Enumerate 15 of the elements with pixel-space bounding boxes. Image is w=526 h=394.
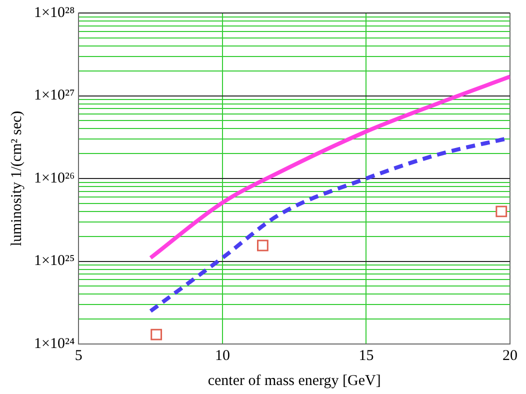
y-tick-label: 1×10²⁴ — [34, 336, 75, 352]
x-axis-title: center of mass energy [GeV] — [208, 372, 381, 389]
y-axis-title: luminosity 1/(cm² sec) — [8, 110, 25, 246]
y-tick-label: 1×10²⁷ — [34, 88, 75, 104]
x-tick-label: 15 — [358, 348, 374, 364]
y-tick-label: 1×10²⁶ — [34, 170, 75, 186]
x-tick-label: 10 — [214, 348, 230, 364]
y-tick-label: 1×10²⁵ — [34, 253, 75, 270]
line-series — [148, 74, 510, 260]
x-tick-label: 20 — [502, 348, 518, 364]
x-tick-label: 5 — [74, 348, 82, 364]
y-tick-label: 1×10²⁸ — [34, 4, 75, 21]
point — [150, 328, 162, 340]
point — [257, 240, 268, 252]
point — [496, 206, 508, 218]
